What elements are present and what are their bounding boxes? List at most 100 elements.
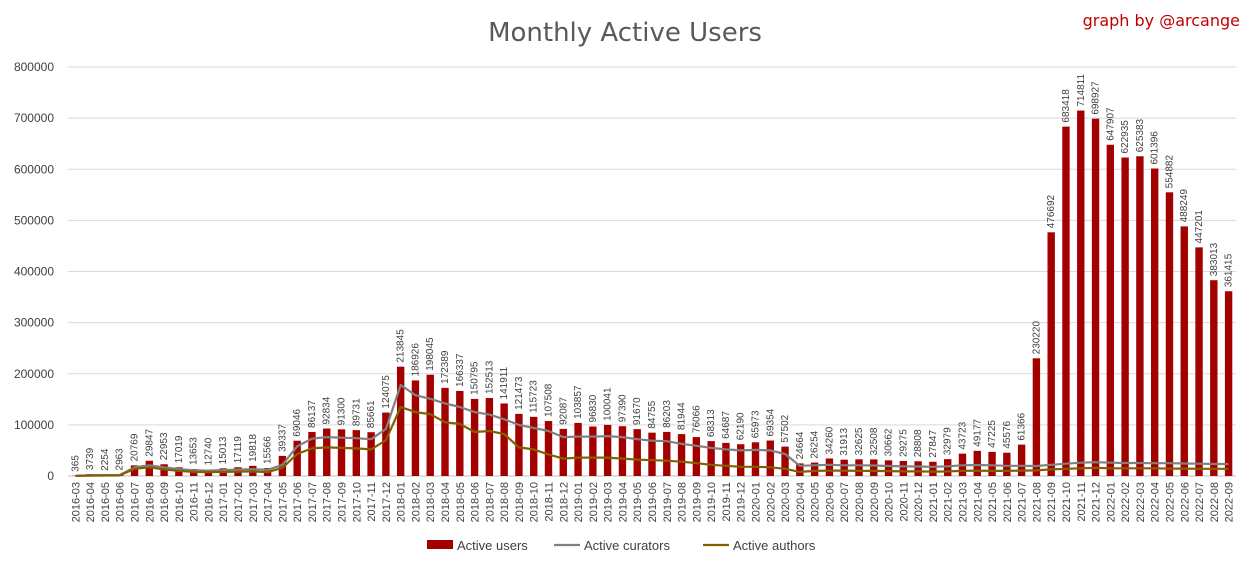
x-tick-label: 2017-06 [292, 482, 304, 522]
x-tick-label: 2020-06 [824, 482, 836, 522]
x-tick-label: 2018-04 [440, 482, 452, 522]
data-label: 17019 [174, 435, 185, 463]
y-tick-label: 100000 [14, 418, 54, 432]
x-tick-label: 2019-05 [632, 482, 644, 522]
data-label: 166337 [455, 353, 466, 387]
x-tick-label: 2022-08 [1209, 482, 1221, 522]
data-label: 172389 [440, 350, 451, 384]
x-tick-label: 2019-07 [662, 482, 674, 522]
bar-2017-09 [337, 429, 346, 476]
data-label: 647907 [1105, 107, 1116, 141]
data-label: 43723 [957, 421, 968, 449]
bar-2017-07 [308, 431, 316, 476]
data-label: 447201 [1194, 210, 1205, 244]
x-tick-label: 2020-05 [810, 482, 822, 522]
x-tick-label: 2022-09 [1224, 482, 1236, 522]
legend: Active users Active curators Active author… [427, 538, 816, 553]
data-label: 554882 [1164, 155, 1175, 189]
x-tick-label: 2021-10 [1061, 482, 1073, 522]
data-label: 150795 [470, 361, 481, 395]
data-label: 97390 [617, 394, 628, 422]
y-tick-label: 400000 [14, 265, 54, 279]
legend-label: Active authors [733, 538, 816, 553]
data-label: 49177 [972, 419, 983, 447]
data-label: 92834 [322, 396, 333, 424]
data-label: 57502 [780, 414, 791, 442]
bar-2018-11 [544, 421, 553, 476]
bar-2020-06 [825, 458, 834, 476]
data-label: 19818 [248, 434, 259, 462]
bar-2020-12 [914, 461, 922, 476]
x-tick-label: 2017-10 [351, 482, 363, 522]
bar-2019-04 [618, 426, 627, 476]
x-tick-label: 2020-08 [854, 482, 866, 522]
bar-2021-12 [1091, 118, 1100, 476]
x-tick-label: 2019-02 [588, 482, 600, 522]
data-label: 28808 [913, 429, 924, 457]
x-tick-label: 2018-03 [425, 482, 437, 522]
data-label: 15013 [218, 436, 229, 464]
x-tick-label: 2020-09 [869, 482, 881, 522]
bar-2018-07 [485, 398, 494, 476]
chart-credit: graph by @arcange [1083, 11, 1240, 30]
data-label: 27847 [928, 430, 939, 458]
data-label: 69354 [765, 408, 776, 436]
bar-2021-07 [1017, 444, 1026, 476]
x-tick-label: 2019-04 [617, 482, 629, 522]
x-tick-label: 2017-07 [307, 482, 319, 522]
data-label: 103857 [573, 385, 584, 419]
bar-2020-04 [796, 463, 804, 476]
data-label: 96830 [588, 394, 599, 422]
data-label: 2254 [100, 448, 111, 471]
bar-2019-08 [677, 434, 686, 476]
y-tick-label: 600000 [14, 162, 54, 176]
bar-2018-05 [456, 390, 464, 476]
x-tick-label: 2017-08 [322, 482, 334, 522]
x-tick-label: 2020-01 [750, 482, 762, 522]
bar-2017-12 [382, 412, 390, 476]
x-tick-label: 2018-12 [558, 482, 570, 522]
chart-title: Monthly Active Users [488, 18, 762, 48]
bar-2019-03 [603, 424, 612, 476]
bar-2019-06 [648, 432, 656, 476]
y-tick-label: 200000 [14, 367, 54, 381]
bar-2019-02 [589, 426, 597, 476]
bar-2017-08 [323, 428, 331, 476]
data-label: 17119 [233, 436, 244, 464]
bar-2019-05 [633, 429, 641, 476]
bar-2019-11 [722, 442, 730, 476]
x-tick-label: 2020-07 [839, 482, 851, 522]
data-label: 69046 [292, 408, 303, 436]
x-tick-label: 2016-10 [174, 482, 186, 522]
bar-2022-05 [1165, 192, 1174, 476]
gridlines [68, 66, 1236, 477]
x-tick-label: 2017-05 [277, 482, 289, 522]
data-label: 186926 [410, 343, 421, 377]
data-label: 84755 [647, 400, 658, 428]
data-label: 22953 [159, 432, 170, 460]
x-tick-label: 2017-01 [218, 482, 230, 522]
data-label: 64687 [721, 411, 732, 439]
x-tick-label: 2019-12 [736, 482, 748, 522]
bar-2020-02 [766, 440, 774, 476]
data-label: 152513 [484, 360, 495, 394]
bar-2022-03 [1136, 156, 1144, 476]
bar-2017-06 [293, 440, 301, 476]
y-tick-label: 700000 [14, 111, 54, 125]
x-tick-label: 2021-06 [1002, 482, 1014, 522]
data-label: 29847 [144, 428, 155, 456]
data-label: 32979 [943, 427, 954, 455]
bar-2022-02 [1121, 157, 1129, 476]
bar-2018-01 [396, 366, 405, 476]
data-label: 622935 [1120, 120, 1131, 154]
data-label: 32625 [854, 427, 865, 455]
x-tick-label: 2016-11 [189, 482, 201, 522]
x-tick-label: 2022-05 [1164, 482, 1176, 522]
x-tick-label: 2016-09 [159, 482, 171, 522]
x-tick-label: 2018-07 [484, 482, 496, 522]
bar-2022-07 [1195, 247, 1203, 476]
data-label: 124075 [381, 375, 392, 409]
data-label: 86203 [662, 400, 673, 428]
x-tick-label: 2017-09 [337, 482, 349, 522]
data-label: 92087 [558, 397, 569, 425]
